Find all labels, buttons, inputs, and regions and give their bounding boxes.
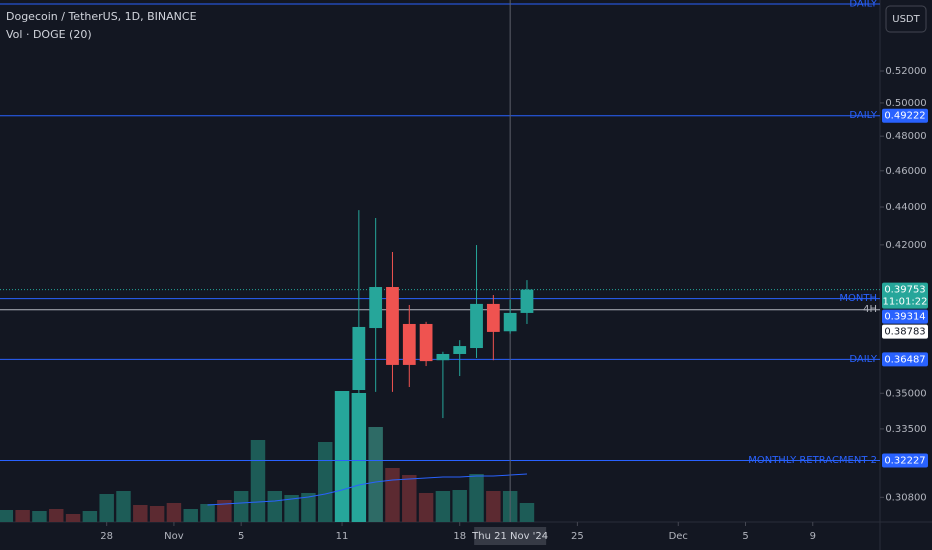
- volume-ma: [207, 473, 528, 506]
- candle-body: [352, 326, 366, 391]
- currency-label[interactable]: USDT: [892, 14, 920, 25]
- candle-body: [453, 346, 467, 354]
- chart-subtitle: Vol · DOGE (20): [6, 28, 92, 41]
- y-tick-label: 0.46000: [885, 166, 926, 177]
- price-box-label: 0.39314: [884, 312, 925, 323]
- price-box: [882, 309, 928, 324]
- level-label: 4H: [863, 304, 877, 315]
- volume-bar: [149, 506, 165, 522]
- candle-body: [419, 323, 433, 362]
- candle-body: [402, 323, 416, 365]
- volume-bar: [49, 509, 64, 522]
- volume-bar: [469, 474, 484, 522]
- candle-body: [436, 353, 450, 361]
- y-tick-label: 0.30800: [885, 492, 926, 503]
- volume-bar: [452, 490, 467, 522]
- volume-bar: [116, 491, 131, 522]
- candle-body: [386, 287, 399, 365]
- volume-bar: [32, 511, 47, 522]
- volume-bar: [368, 427, 383, 522]
- y-tick-label: 0.35000: [885, 388, 926, 399]
- currency-button[interactable]: [885, 5, 927, 33]
- candle-body: [486, 303, 500, 332]
- x-tick-label: Dec: [669, 531, 688, 542]
- volume-bar: [418, 493, 434, 522]
- volume-bar: [133, 505, 148, 522]
- volume-bar: [15, 510, 30, 522]
- level-label: MONTH: [839, 293, 877, 304]
- price-box-label: 0.32227: [884, 455, 925, 466]
- volume-bar: [250, 440, 266, 522]
- x-tick-label: 5: [238, 531, 244, 542]
- x-tick-label: 18: [453, 531, 466, 542]
- x-tick-label: 5: [742, 531, 748, 542]
- y-tick-label: 0.50000: [885, 98, 926, 109]
- volume-bar: [317, 442, 333, 522]
- level-label: MONTHLY RETRACMENT 2: [748, 455, 877, 466]
- y-tick-label: 0.42000: [885, 240, 926, 251]
- x-tick-label: 28: [100, 531, 113, 542]
- level-label: DAILY: [849, 354, 878, 365]
- price-box: [882, 108, 928, 123]
- volume-bar: [217, 500, 232, 522]
- volume-bar: [486, 491, 501, 522]
- volume-bar: [334, 391, 350, 522]
- volume-bar: [0, 510, 14, 522]
- x-tick-label: 9: [810, 531, 816, 542]
- crosshair-label-box: [474, 527, 547, 545]
- y-tick-label: 0.48000: [885, 131, 926, 142]
- volume-bar: [183, 509, 198, 522]
- x-tick-label: Nov: [164, 531, 184, 542]
- volume-bar: [65, 514, 81, 522]
- volume-bar: [284, 495, 299, 522]
- volume-bar: [301, 493, 316, 522]
- price-box: [882, 352, 928, 367]
- y-tick-label: 0.33500: [885, 424, 926, 435]
- candle-body: [520, 289, 534, 313]
- candle-body: [369, 287, 383, 329]
- crosshair-label: Thu 21 Nov '24: [471, 531, 548, 542]
- volume-bar: [385, 468, 400, 522]
- x-tick-label: 11: [336, 531, 349, 542]
- volume-bar: [82, 511, 98, 522]
- volume-bar: [435, 491, 451, 522]
- volume-bar: [200, 504, 215, 522]
- price-box: [882, 324, 928, 339]
- level-label: DAILY: [849, 0, 878, 10]
- volume-bar: [267, 491, 283, 522]
- volume-bar: [99, 494, 114, 522]
- volume-bar: [166, 503, 182, 522]
- volume-bar: [233, 491, 249, 522]
- price-box-label: 0.38783: [884, 327, 925, 338]
- x-tick-label: 25: [571, 531, 584, 542]
- candle-body: [503, 312, 517, 332]
- volume-bar: [519, 503, 535, 522]
- countdown: 11:01:22: [883, 297, 928, 308]
- candle-body: [470, 303, 483, 349]
- price-box-label: 0.49222: [884, 111, 925, 122]
- price-box-label: 0.39753: [884, 285, 925, 296]
- price-box: [882, 453, 928, 468]
- volume-bar: [351, 393, 367, 522]
- chart-title: Dogecoin / TetherUS, 1D, BINANCE: [6, 10, 197, 23]
- y-tick-label: 0.44000: [885, 202, 926, 213]
- volume-bar: [402, 475, 417, 522]
- price-box-label: 0.36487: [884, 354, 925, 365]
- level-label: DAILY: [849, 110, 878, 121]
- price-box: [882, 282, 928, 309]
- y-tick-label: 0.52000: [885, 66, 926, 77]
